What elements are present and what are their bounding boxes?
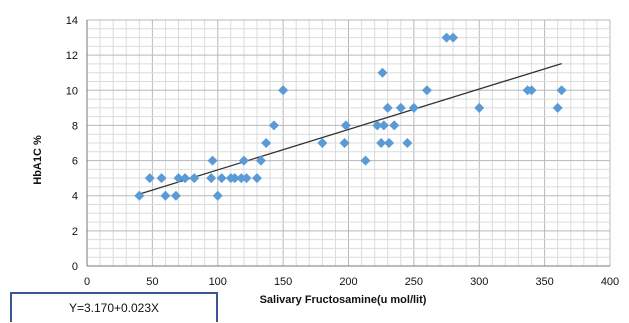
data-point: [212, 190, 223, 201]
data-point: [180, 173, 191, 184]
data-point: [255, 155, 266, 166]
axes: [86, 20, 610, 267]
data-point: [382, 102, 393, 113]
y-tick-label: 6: [72, 156, 78, 168]
data-point: [441, 32, 452, 43]
trendline-equation-box: Y=3.170+0.023X: [10, 292, 218, 322]
y-tick-label: 14: [66, 15, 78, 27]
grid-lines: [86, 19, 611, 267]
data-point: [372, 120, 383, 131]
data-point: [238, 155, 249, 166]
trendline: [139, 62, 562, 195]
data-point: [156, 173, 167, 184]
data-point: [160, 190, 171, 201]
data-point: [402, 138, 413, 148]
data-point: [552, 102, 563, 113]
y-tick-label: 0: [72, 261, 78, 273]
data-point: [241, 173, 252, 184]
x-tick-label: 250: [405, 276, 423, 288]
data-point: [216, 173, 227, 184]
x-tick-label: 150: [274, 276, 292, 288]
data-point: [377, 67, 388, 78]
y-tick-labels: 0 2 4 6 8 10 12 14: [66, 15, 78, 273]
data-point: [317, 138, 328, 148]
trendline-equation: Y=3.170+0.023X: [68, 301, 160, 315]
data-point: [268, 120, 279, 131]
x-tick-label: 0: [84, 276, 90, 288]
y-tick-label: 8: [72, 120, 78, 132]
y-tick-label: 12: [66, 50, 78, 62]
data-point: [340, 120, 351, 131]
data-point: [278, 85, 289, 96]
x-tick-label: 350: [535, 276, 553, 288]
x-tick-label: 100: [209, 276, 227, 288]
x-tick-label: 200: [339, 276, 357, 288]
x-tick-labels: 0 50 100 150 200 250 300 350 400: [84, 276, 619, 288]
y-tick-label: 4: [72, 191, 78, 203]
data-point: [236, 173, 247, 184]
data-point: [384, 138, 395, 148]
x-axis-title: Salivary Fructosamine(u mol/lit): [260, 294, 427, 306]
data-point: [474, 102, 485, 113]
y-tick-label: 10: [66, 85, 78, 97]
data-point: [389, 120, 400, 131]
data-point: [556, 85, 567, 96]
data-point: [408, 102, 419, 113]
data-point: [207, 155, 218, 166]
data-point: [395, 102, 406, 113]
data-point: [448, 32, 459, 43]
data-point: [251, 173, 262, 184]
data-point: [378, 120, 389, 131]
data-point: [339, 138, 350, 148]
data-point: [360, 155, 371, 166]
data-point: [376, 138, 387, 148]
x-tick-label: 300: [470, 276, 488, 288]
y-tick-label: 2: [72, 226, 78, 238]
y-axis-title: HbA1C %: [32, 135, 44, 185]
x-tick-label: 50: [146, 276, 158, 288]
trendline-line: [139, 62, 562, 195]
data-point: [229, 173, 240, 184]
data-point: [421, 85, 432, 96]
data-point: [170, 190, 181, 201]
data-point: [189, 173, 200, 184]
data-points: [134, 32, 567, 201]
data-point: [206, 173, 217, 184]
data-point: [173, 173, 184, 184]
data-point: [134, 190, 145, 201]
data-point: [526, 85, 537, 96]
data-point: [144, 173, 155, 184]
x-tick-label: 400: [601, 276, 619, 288]
data-point: [261, 138, 272, 148]
